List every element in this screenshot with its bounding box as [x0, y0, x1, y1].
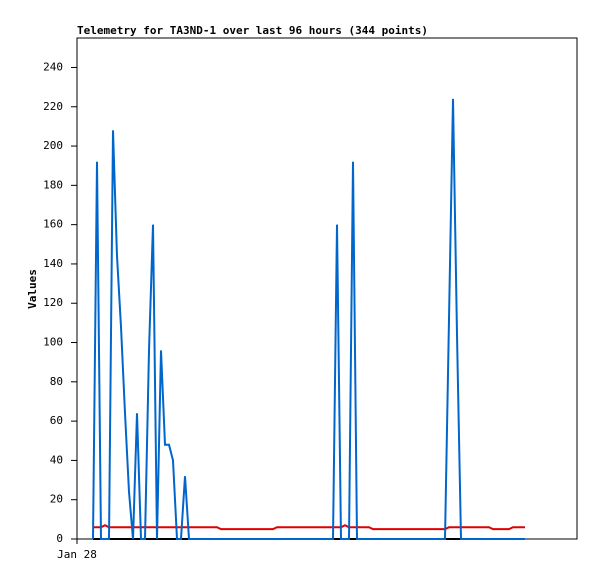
series-line	[93, 524, 525, 531]
chart-title: Telemetry for TA3ND-1 over last 96 hours…	[77, 24, 428, 37]
y-tick-label: 140	[43, 257, 63, 270]
plot-frame	[76, 37, 578, 540]
y-tick-label: 80	[50, 375, 63, 388]
y-tick-label: 100	[43, 336, 63, 349]
y-tick-label: 160	[43, 218, 63, 231]
y-tick-label: 240	[43, 60, 63, 73]
y-axis-label: Values	[26, 269, 39, 309]
y-tick-label: 40	[50, 453, 63, 466]
y-tick-label: 200	[43, 139, 63, 152]
y-tick-label: 120	[43, 296, 63, 309]
y-tick-label: 0	[56, 532, 63, 545]
y-tick-label: 60	[50, 414, 63, 427]
y-tick-label: 20	[50, 493, 63, 506]
x-tick-label: Jan 28	[57, 548, 97, 561]
y-tick-label: 220	[43, 100, 63, 113]
series-line	[92, 98, 525, 540]
y-tick-label: 180	[43, 178, 63, 191]
